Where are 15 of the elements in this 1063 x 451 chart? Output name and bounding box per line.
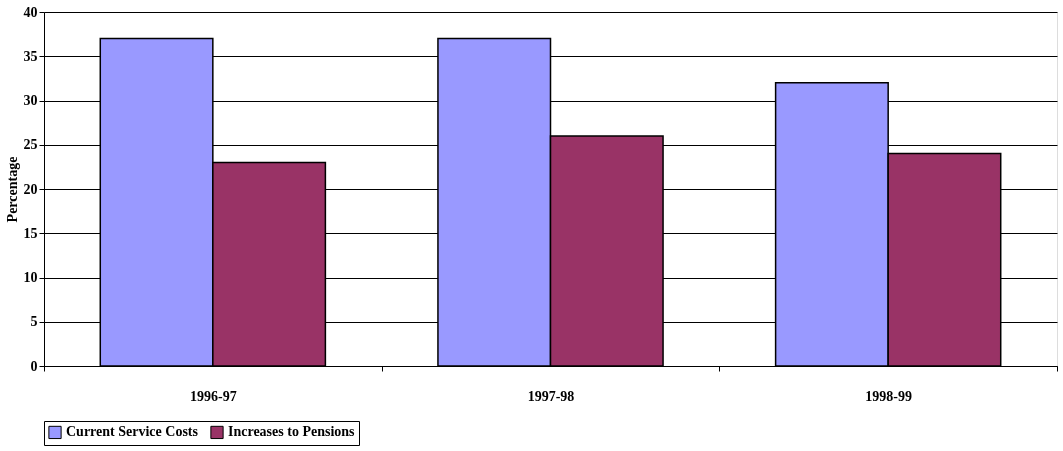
legend-label: Increases to Pensions xyxy=(228,424,356,440)
y-tick-label: 10 xyxy=(23,270,38,285)
legend-label: Current Service Costs xyxy=(66,424,199,440)
x-tick-label: 1996-97 xyxy=(190,388,237,404)
y-tick-label: 20 xyxy=(23,181,38,197)
x-tick-label: 1998-99 xyxy=(865,388,912,404)
y-tick-label: 40 xyxy=(23,4,38,20)
x-tick-label: 1997-98 xyxy=(527,388,575,404)
y-tick-label: 15 xyxy=(23,225,38,241)
y-tick-label: 30 xyxy=(23,93,38,108)
y-tick-label: 5 xyxy=(30,314,38,330)
y-tick-label: 35 xyxy=(23,48,38,64)
y-tick-label: 0 xyxy=(30,358,38,374)
y-axis-title: Percentage xyxy=(4,156,20,223)
y-tick-label: 25 xyxy=(23,137,38,153)
